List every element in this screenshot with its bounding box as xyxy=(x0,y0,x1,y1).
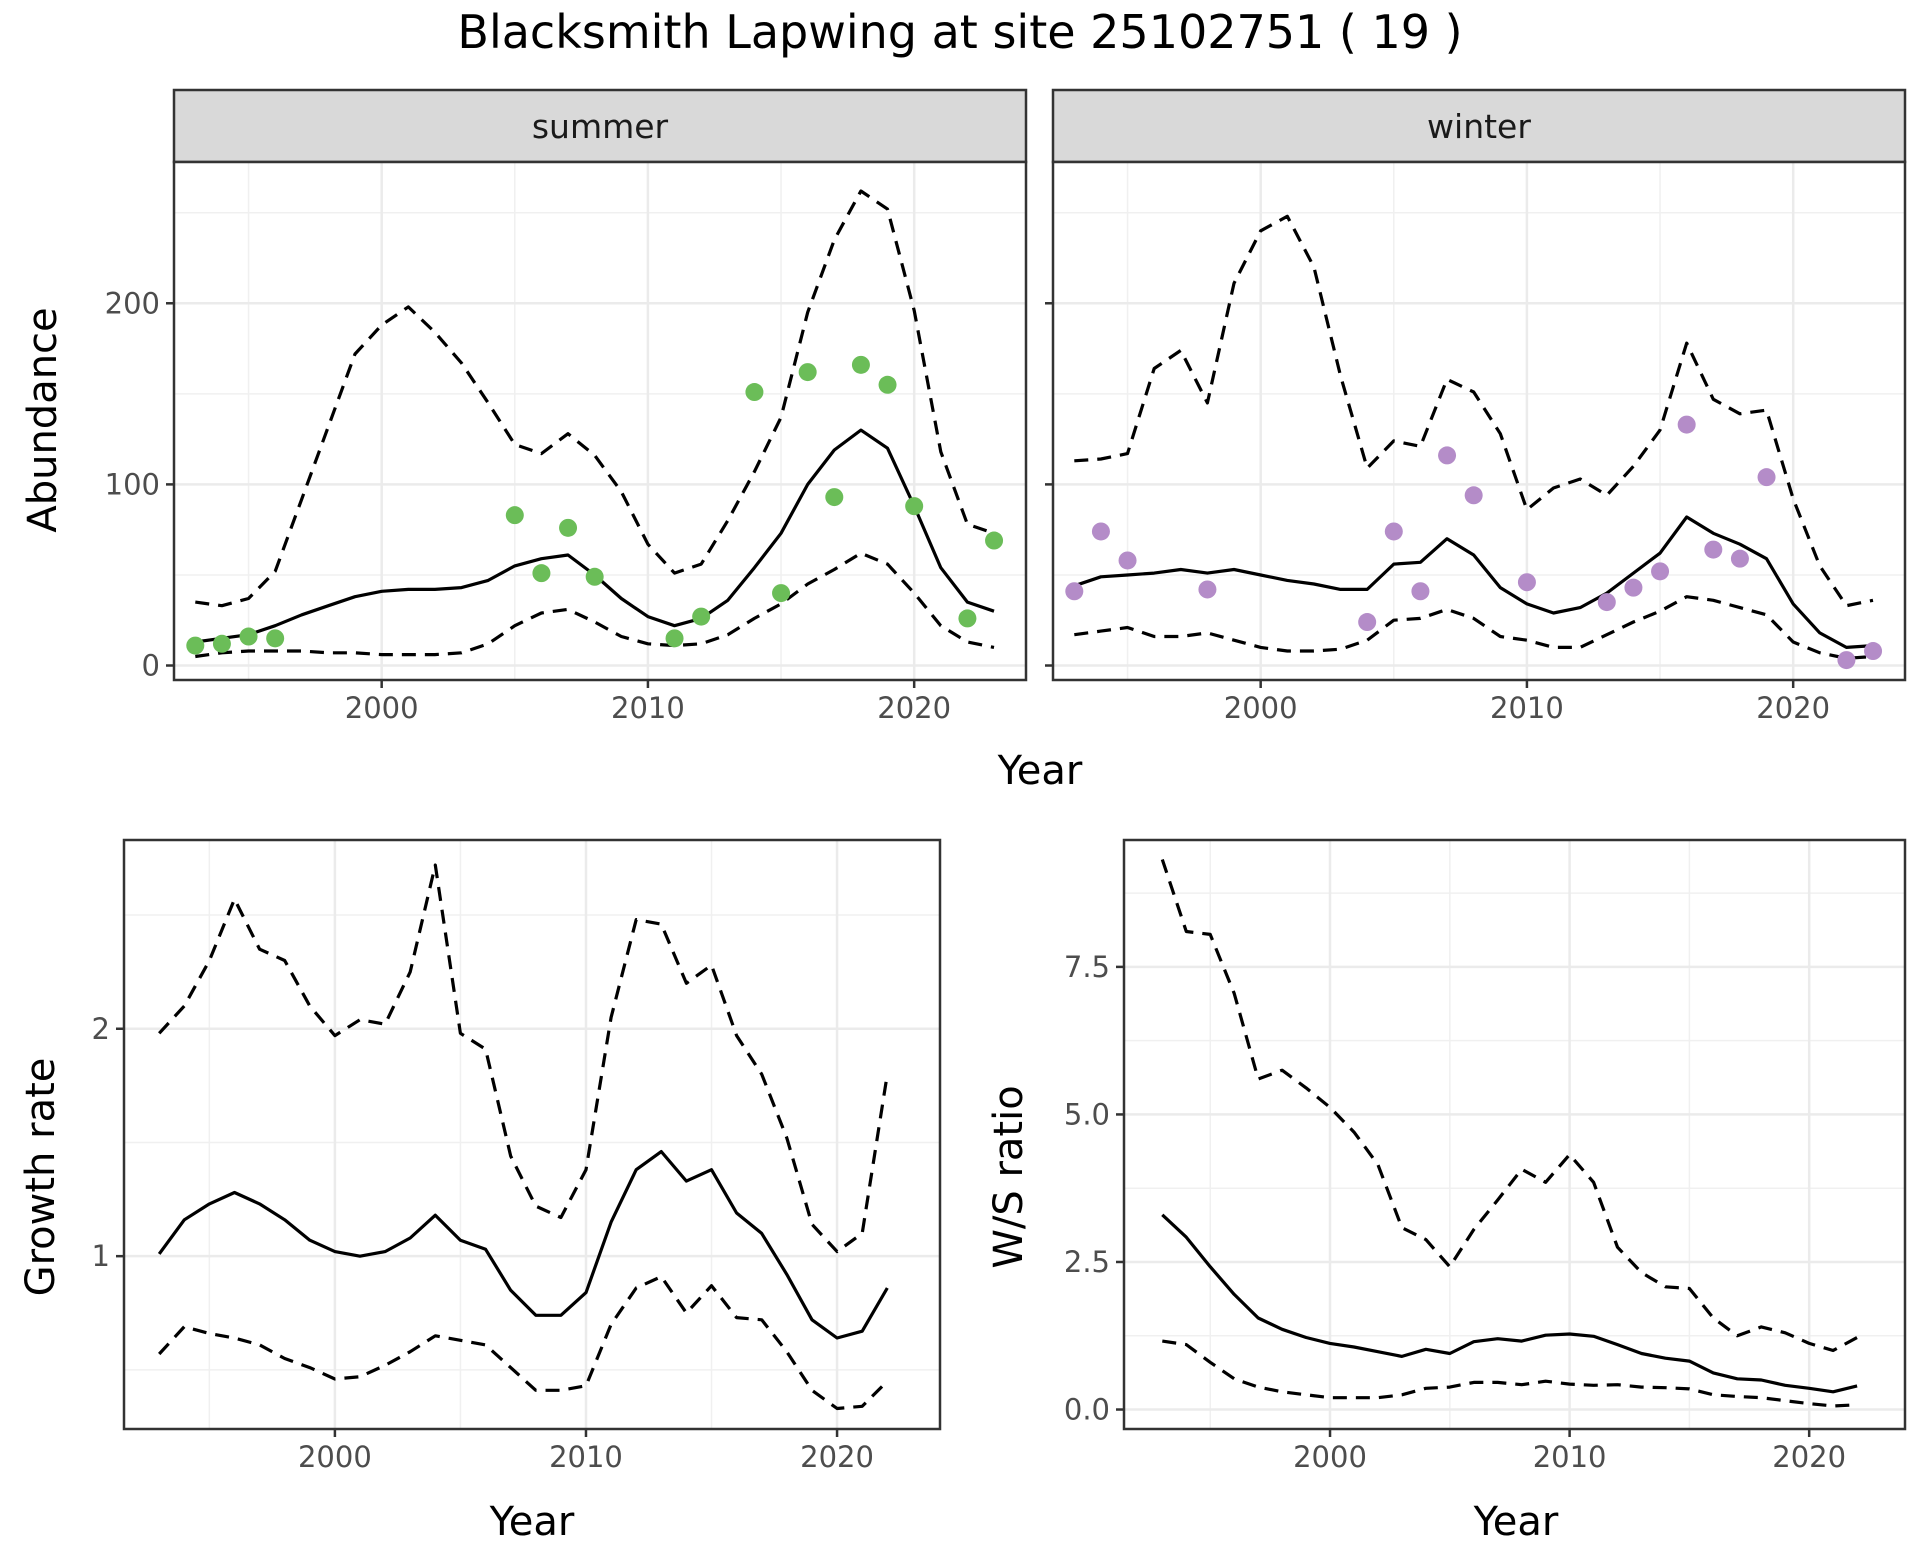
winter-lower-line xyxy=(1074,595,1874,660)
ratio-x-tick-label: 2020 xyxy=(1772,1440,1846,1474)
summer-observed-point xyxy=(532,564,551,583)
summer-y-tick-label: 0 xyxy=(142,649,160,683)
growth-x-tick-label: 2000 xyxy=(298,1440,372,1474)
ratio-plot-background xyxy=(1124,840,1905,1429)
summer-observed-point xyxy=(851,355,870,374)
summer-observed-point xyxy=(559,518,578,537)
ratio-x-tick-label: 2000 xyxy=(1293,1440,1367,1474)
summer-plot-background xyxy=(174,162,1026,680)
summer-observed-point xyxy=(692,607,711,626)
winter-observed-point xyxy=(1624,578,1643,597)
winter-x-tick-label: 2020 xyxy=(1756,691,1830,725)
summer-observed-point xyxy=(665,629,684,648)
summer-observed-point xyxy=(905,497,924,516)
summer-observed-point xyxy=(585,567,604,586)
ratio-y-tick-label: 7.5 xyxy=(1064,950,1110,984)
winter-x-tick-label: 2010 xyxy=(1490,691,1564,725)
winter-observed-point xyxy=(1198,580,1217,599)
growth-x-tick-label: 2020 xyxy=(800,1440,874,1474)
winter-observed-point xyxy=(1704,540,1723,559)
winter-observed-point xyxy=(1384,522,1403,541)
summer-y-tick-label: 200 xyxy=(105,286,160,320)
winter-observed-point xyxy=(1757,468,1776,487)
winter-observed-point xyxy=(1411,582,1430,601)
summer-x-tick-label: 2020 xyxy=(877,691,951,725)
winter-observed-point xyxy=(1464,486,1483,505)
winter-strip: winter xyxy=(1051,88,1907,164)
summer-panel: 2000 2010 2020 0 100 200 xyxy=(105,160,1028,725)
winter-observed-point xyxy=(1438,446,1457,465)
winter-panel-border xyxy=(1051,160,1907,682)
summer-observed-point xyxy=(798,363,817,382)
top-x-axis-title: Year xyxy=(997,748,1083,794)
summer-observed-point xyxy=(772,584,791,603)
ratio-panel: 2000 2010 2020 0.0 2.5 5.0 7.5 xyxy=(1064,838,1907,1474)
winter-observed-point xyxy=(1677,415,1696,434)
growth-panel: 2000 2010 2020 1 2 xyxy=(92,838,942,1474)
winter-observed-point xyxy=(1730,549,1749,568)
summer-strip-label: summer xyxy=(532,107,669,146)
winter-observed-point xyxy=(1118,551,1137,570)
ratio-x-axis-title: Year xyxy=(1473,1499,1559,1545)
ratio-panel-border xyxy=(1122,838,1907,1431)
summer-observed-point xyxy=(825,488,844,507)
summer-observed-point xyxy=(266,629,285,648)
summer-observed-point xyxy=(745,383,764,402)
summer-observed-point xyxy=(239,627,258,646)
winter-upper-line xyxy=(1074,214,1874,608)
summer-observed-point xyxy=(958,609,977,628)
winter-observed-point xyxy=(1597,593,1616,612)
growth-estimate-line xyxy=(157,1150,889,1340)
winter-plot-background xyxy=(1053,162,1905,680)
summer-observed-point xyxy=(186,636,205,655)
ratio-y-tick-label: 5.0 xyxy=(1064,1097,1110,1131)
winter-observed-point xyxy=(1651,562,1670,581)
summer-observed-point xyxy=(212,634,231,653)
summer-strip: summer xyxy=(172,88,1028,164)
growth-panel-border xyxy=(122,838,942,1431)
growth-x-tick-label: 2010 xyxy=(549,1440,623,1474)
summer-observed-point xyxy=(505,506,524,525)
ratio-y-tick-label: 0.0 xyxy=(1064,1393,1110,1427)
summer-observed-point xyxy=(878,375,897,394)
winter-observed-point xyxy=(1091,522,1110,541)
summer-y-tick-label: 100 xyxy=(105,467,160,501)
winter-x-tick-label: 2000 xyxy=(1224,691,1298,725)
ratio-x-tick-label: 2010 xyxy=(1533,1440,1607,1474)
summer-x-tick-label: 2010 xyxy=(611,691,685,725)
winter-observed-point xyxy=(1065,582,1084,601)
growth-upper-line xyxy=(158,863,889,1254)
ratio-lower-line xyxy=(1162,1339,1858,1408)
winter-strip-label: winter xyxy=(1427,107,1531,146)
growth-y-tick-label: 1 xyxy=(92,1239,110,1273)
winter-strip-background xyxy=(1051,88,1907,164)
ratio-y-axis-title: W/S ratio xyxy=(986,1085,1032,1268)
winter-observed-point xyxy=(1358,613,1377,632)
ratio-estimate-line xyxy=(1161,1213,1858,1394)
winter-observed-point xyxy=(1517,573,1536,592)
summer-upper-line xyxy=(195,189,995,608)
ratio-upper-line xyxy=(1160,858,1858,1353)
summer-observed-point xyxy=(985,531,1004,550)
summer-strip-background xyxy=(172,88,1028,164)
summer-x-tick-label: 2000 xyxy=(345,691,419,725)
winter-panel: 2000 2010 2020 xyxy=(1045,160,1907,725)
top-y-axis-title: Abundance xyxy=(20,307,66,532)
growth-y-axis-title: Growth rate xyxy=(18,1058,64,1297)
growth-x-axis-title: Year xyxy=(489,1499,575,1545)
figure-title: Blacksmith Lapwing at site 25102751 ( 19… xyxy=(457,5,1462,59)
summer-panel-border xyxy=(172,160,1028,682)
growth-lower-line xyxy=(158,1275,889,1411)
growth-y-tick-label: 2 xyxy=(92,1012,110,1046)
winter-observed-point xyxy=(1864,642,1883,661)
growth-plot-background xyxy=(124,840,940,1429)
winter-estimate-line xyxy=(1073,515,1874,649)
ratio-y-tick-label: 2.5 xyxy=(1064,1245,1110,1279)
winter-observed-point xyxy=(1837,651,1856,670)
